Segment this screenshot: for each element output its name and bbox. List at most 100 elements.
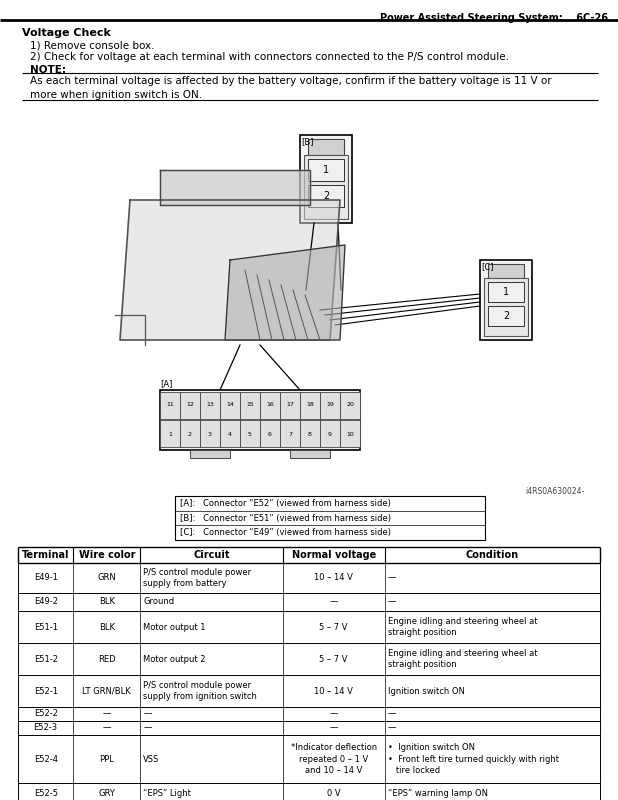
Text: 13: 13: [206, 402, 214, 407]
Text: 1: 1: [168, 431, 172, 437]
Bar: [220, 392, 240, 419]
Text: GRN: GRN: [98, 574, 116, 582]
Text: 8: 8: [308, 431, 312, 437]
Text: P/S control module power
supply from battery: P/S control module power supply from bat…: [143, 568, 252, 588]
Bar: [240, 420, 260, 447]
Text: “EPS” Light: “EPS” Light: [143, 789, 191, 798]
Text: 5: 5: [248, 431, 252, 437]
Bar: [280, 392, 300, 419]
Bar: [180, 392, 200, 419]
Text: Voltage Check: Voltage Check: [22, 28, 111, 38]
Text: 1) Remove console box.: 1) Remove console box.: [30, 40, 154, 50]
Text: RED: RED: [98, 654, 116, 663]
Bar: [280, 420, 300, 447]
Text: E51-1: E51-1: [33, 622, 57, 631]
Text: 17: 17: [286, 402, 294, 407]
Bar: [200, 420, 220, 447]
Bar: [308, 139, 344, 155]
Text: —: —: [143, 723, 151, 733]
Bar: [160, 392, 180, 419]
Text: 19: 19: [326, 402, 334, 407]
Text: E52-3: E52-3: [33, 723, 57, 733]
Text: 0 V: 0 V: [327, 789, 341, 798]
Text: E49-2: E49-2: [33, 598, 57, 606]
Bar: [488, 264, 524, 278]
Text: Engine idling and steering wheel at
straight position: Engine idling and steering wheel at stra…: [387, 617, 537, 638]
Text: E52-2: E52-2: [33, 710, 57, 718]
Text: 2: 2: [323, 191, 329, 201]
Text: 10: 10: [346, 431, 354, 437]
Text: E51-2: E51-2: [33, 654, 57, 663]
Text: —: —: [103, 723, 111, 733]
Text: 1: 1: [503, 287, 509, 297]
Text: —: —: [387, 710, 396, 718]
Text: 10 – 14 V: 10 – 14 V: [315, 686, 353, 695]
Bar: [220, 420, 240, 447]
Text: Terminal: Terminal: [22, 550, 69, 560]
Bar: [300, 392, 320, 419]
Bar: [300, 420, 320, 447]
Text: PPL: PPL: [99, 754, 114, 763]
Text: —: —: [329, 723, 338, 733]
Bar: [160, 420, 180, 447]
Text: —: —: [329, 710, 338, 718]
Bar: [488, 306, 524, 326]
Bar: [260, 420, 280, 447]
Text: Wire color: Wire color: [78, 550, 135, 560]
Bar: [340, 392, 360, 419]
Text: E52-1: E52-1: [33, 686, 57, 695]
Text: BLK: BLK: [99, 598, 115, 606]
Bar: [160, 390, 360, 450]
Bar: [484, 278, 528, 336]
Text: —: —: [329, 598, 338, 606]
Text: VSS: VSS: [143, 754, 159, 763]
Text: [C]:   Connector “E49” (viewed from harness side): [C]: Connector “E49” (viewed from harnes…: [180, 528, 391, 538]
Text: Circuit: Circuit: [193, 550, 230, 560]
Text: 3: 3: [208, 431, 212, 437]
Text: [A]:   Connector “E52” (viewed from harness side): [A]: Connector “E52” (viewed from harnes…: [180, 499, 391, 508]
Text: 5 – 7 V: 5 – 7 V: [320, 622, 348, 631]
Text: Ignition switch ON: Ignition switch ON: [387, 686, 465, 695]
Text: BLK: BLK: [99, 622, 115, 631]
Text: “EPS” warning lamp ON: “EPS” warning lamp ON: [387, 789, 488, 798]
Text: GRY: GRY: [98, 789, 115, 798]
Text: Engine idling and steering wheel at
straight position: Engine idling and steering wheel at stra…: [387, 649, 537, 670]
Text: Normal voltage: Normal voltage: [292, 550, 376, 560]
Text: 5 – 7 V: 5 – 7 V: [320, 654, 348, 663]
Bar: [240, 392, 260, 419]
Polygon shape: [120, 200, 340, 340]
Text: NOTE:: NOTE:: [30, 65, 66, 75]
Bar: [300, 135, 352, 223]
Text: Power Assisted Steering System:    6C-26: Power Assisted Steering System: 6C-26: [380, 13, 608, 23]
Text: 14: 14: [226, 402, 234, 407]
Text: LT GRN/BLK: LT GRN/BLK: [82, 686, 131, 695]
Text: 7: 7: [288, 431, 292, 437]
Text: E49-1: E49-1: [33, 574, 57, 582]
Text: [C]: [C]: [481, 262, 494, 271]
Bar: [260, 392, 280, 419]
Text: 1: 1: [323, 165, 329, 175]
Bar: [340, 420, 360, 447]
Text: Motor output 2: Motor output 2: [143, 654, 206, 663]
Text: E52-4: E52-4: [33, 754, 57, 763]
Bar: [308, 159, 344, 181]
Text: [B]: [B]: [301, 137, 313, 146]
Text: 15: 15: [246, 402, 254, 407]
Text: —: —: [143, 710, 151, 718]
Bar: [308, 185, 344, 207]
Text: •  Ignition switch ON
•  Front left tire turned quickly with right
   tire locke: • Ignition switch ON • Front left tire t…: [387, 743, 559, 775]
Text: 2: 2: [503, 311, 509, 321]
Bar: [488, 282, 524, 302]
Text: As each terminal voltage is affected by the battery voltage, confirm if the batt: As each terminal voltage is affected by …: [30, 76, 552, 100]
Text: *Indicator deflection
repeated 0 – 1 V
and 10 – 14 V: *Indicator deflection repeated 0 – 1 V a…: [290, 743, 377, 775]
Text: E52-5: E52-5: [33, 789, 57, 798]
Text: Ground: Ground: [143, 598, 174, 606]
Text: [B]:   Connector “E51” (viewed from harness side): [B]: Connector “E51” (viewed from harnes…: [180, 514, 391, 522]
Text: —: —: [387, 574, 396, 582]
Bar: [290, 450, 330, 458]
Text: —: —: [387, 598, 396, 606]
Polygon shape: [160, 170, 310, 205]
Bar: [200, 392, 220, 419]
Text: 9: 9: [328, 431, 332, 437]
Text: i4RS0A630024-: i4RS0A630024-: [526, 487, 585, 496]
